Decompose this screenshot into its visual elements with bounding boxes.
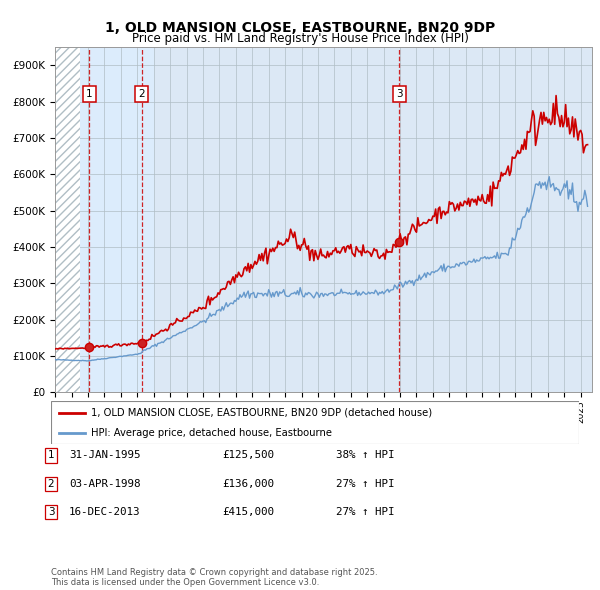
Text: Price paid vs. HM Land Registry's House Price Index (HPI): Price paid vs. HM Land Registry's House …	[131, 32, 469, 45]
Text: 38% ↑ HPI: 38% ↑ HPI	[336, 451, 395, 460]
Text: £415,000: £415,000	[222, 507, 274, 517]
Bar	[80, 47, 154, 392]
Text: £136,000: £136,000	[222, 479, 274, 489]
Text: £125,500: £125,500	[222, 451, 274, 460]
Text: 2: 2	[138, 89, 145, 99]
Text: 1: 1	[86, 89, 92, 99]
Text: 1, OLD MANSION CLOSE, EASTBOURNE, BN20 9DP (detached house): 1, OLD MANSION CLOSE, EASTBOURNE, BN20 9…	[91, 408, 432, 418]
Text: 16-DEC-2013: 16-DEC-2013	[69, 507, 140, 517]
Text: 31-JAN-1995: 31-JAN-1995	[69, 451, 140, 460]
Text: Contains HM Land Registry data © Crown copyright and database right 2025.
This d: Contains HM Land Registry data © Crown c…	[51, 568, 377, 587]
Text: 27% ↑ HPI: 27% ↑ HPI	[336, 507, 395, 517]
Text: 3: 3	[47, 507, 55, 517]
Text: 3: 3	[396, 89, 403, 99]
Text: 1: 1	[47, 451, 55, 460]
Bar	[55, 47, 80, 392]
Text: 1, OLD MANSION CLOSE, EASTBOURNE, BN20 9DP: 1, OLD MANSION CLOSE, EASTBOURNE, BN20 9…	[105, 21, 495, 35]
Text: 2: 2	[47, 479, 55, 489]
FancyBboxPatch shape	[51, 401, 579, 444]
Text: HPI: Average price, detached house, Eastbourne: HPI: Average price, detached house, East…	[91, 428, 332, 438]
Text: 27% ↑ HPI: 27% ↑ HPI	[336, 479, 395, 489]
Text: 03-APR-1998: 03-APR-1998	[69, 479, 140, 489]
